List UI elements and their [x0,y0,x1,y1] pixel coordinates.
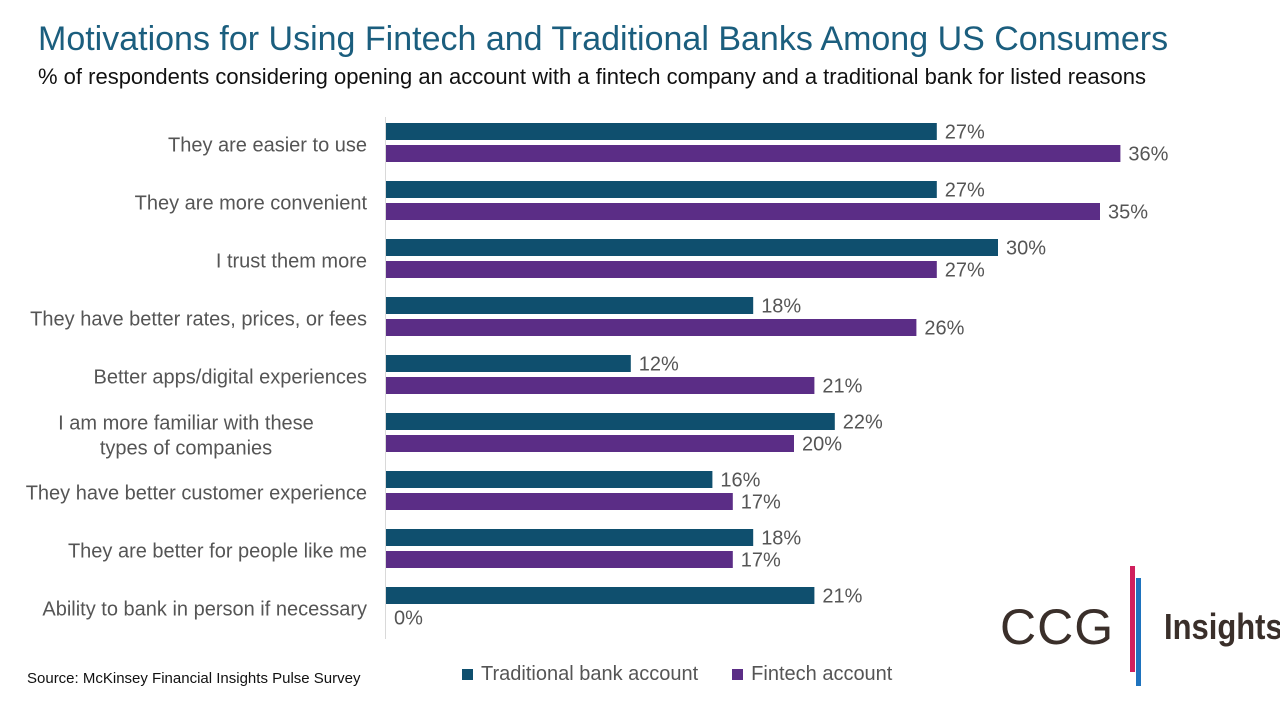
chart-subtitle: % of respondents considering opening an … [38,64,1147,89]
bar-fintech [386,319,917,336]
legend-item-traditional: Traditional bank account [462,663,698,686]
category-label: They are better for people like me [68,541,367,563]
bar-fintech [386,261,937,278]
logo-bar-pink [1130,566,1135,672]
data-label: 18% [761,528,801,550]
bar-traditional [386,471,713,488]
data-label: 30% [1006,238,1046,260]
legend-label-fintech: Fintech account [751,663,893,685]
chart-title: Motivations for Using Fintech and Tradit… [38,20,1169,58]
ccg-insights-logo: CCG Insights [1000,566,1280,690]
legend-swatch-traditional [462,669,473,680]
data-label: 16% [720,470,760,492]
logo-ccg-text: CCG [1000,599,1115,655]
category-label: They have better customer experience [26,483,367,505]
data-label: 27% [945,180,985,202]
data-label: 18% [761,296,801,318]
bar-fintech [386,435,794,452]
bar-traditional [386,239,998,256]
data-label: 12% [639,354,679,376]
chart-legend: Traditional bank account Fintech account [462,663,892,686]
bar-fintech [386,203,1100,220]
bar-traditional [386,413,835,430]
category-label: I trust them more [216,251,367,273]
data-label: 17% [741,550,781,572]
data-label: 21% [822,376,862,398]
data-label: 22% [843,412,883,434]
data-label: 27% [945,122,985,144]
bar-fintech [386,377,815,394]
logo-bar-blue [1136,578,1141,686]
data-label: 20% [802,434,842,456]
bar-fintech [386,493,733,510]
bar-traditional [386,297,754,314]
data-label: 26% [924,318,964,340]
category-label: They are easier to use [168,135,367,157]
logo-insights-text: Insights [1164,606,1280,647]
category-label: Ability to bank in person if necessary [42,599,367,621]
legend-swatch-fintech [732,669,744,680]
data-label: 35% [1108,202,1148,224]
data-label: 36% [1128,144,1168,166]
source-note: Source: McKinsey Financial Insights Puls… [27,670,361,687]
bar-fintech [386,145,1121,162]
category-label: They have better rates, prices, or fees [30,309,367,331]
category-label: I am more familiar with these types of co… [58,413,314,460]
bar-traditional [386,529,754,546]
bar-traditional [386,355,631,372]
data-label: 17% [741,492,781,514]
bar-traditional [386,181,937,198]
bar-fintech [386,551,733,568]
data-label: 27% [945,260,985,282]
bar-traditional [386,587,815,604]
bar-traditional [386,123,937,140]
data-label: 21% [822,586,862,608]
legend-item-fintech: Fintech account [732,663,892,686]
category-label: They are more convenient [135,193,368,215]
data-label: 0% [394,608,423,630]
category-label: Better apps/digital experiences [94,367,368,389]
bar-chart: They are easier to use 27% 36% They are mor… [26,117,1169,639]
legend-label-traditional: Traditional bank account [481,663,699,685]
